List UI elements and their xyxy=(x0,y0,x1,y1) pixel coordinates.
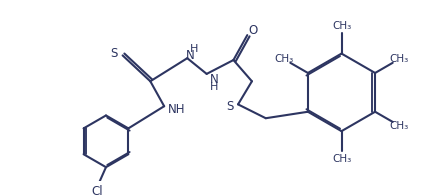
Text: H: H xyxy=(209,82,218,92)
Text: H: H xyxy=(190,44,198,54)
Text: CH₃: CH₃ xyxy=(390,54,409,64)
Text: O: O xyxy=(248,24,257,37)
Text: S: S xyxy=(111,47,118,60)
Text: CH₃: CH₃ xyxy=(274,54,294,64)
Text: S: S xyxy=(226,100,233,113)
Text: Cl: Cl xyxy=(91,185,103,196)
Text: N: N xyxy=(209,73,218,86)
Text: CH₃: CH₃ xyxy=(390,121,409,131)
Text: N: N xyxy=(187,49,195,62)
Text: NH: NH xyxy=(168,103,185,116)
Text: CH₃: CH₃ xyxy=(332,21,351,31)
Text: CH₃: CH₃ xyxy=(332,154,351,164)
